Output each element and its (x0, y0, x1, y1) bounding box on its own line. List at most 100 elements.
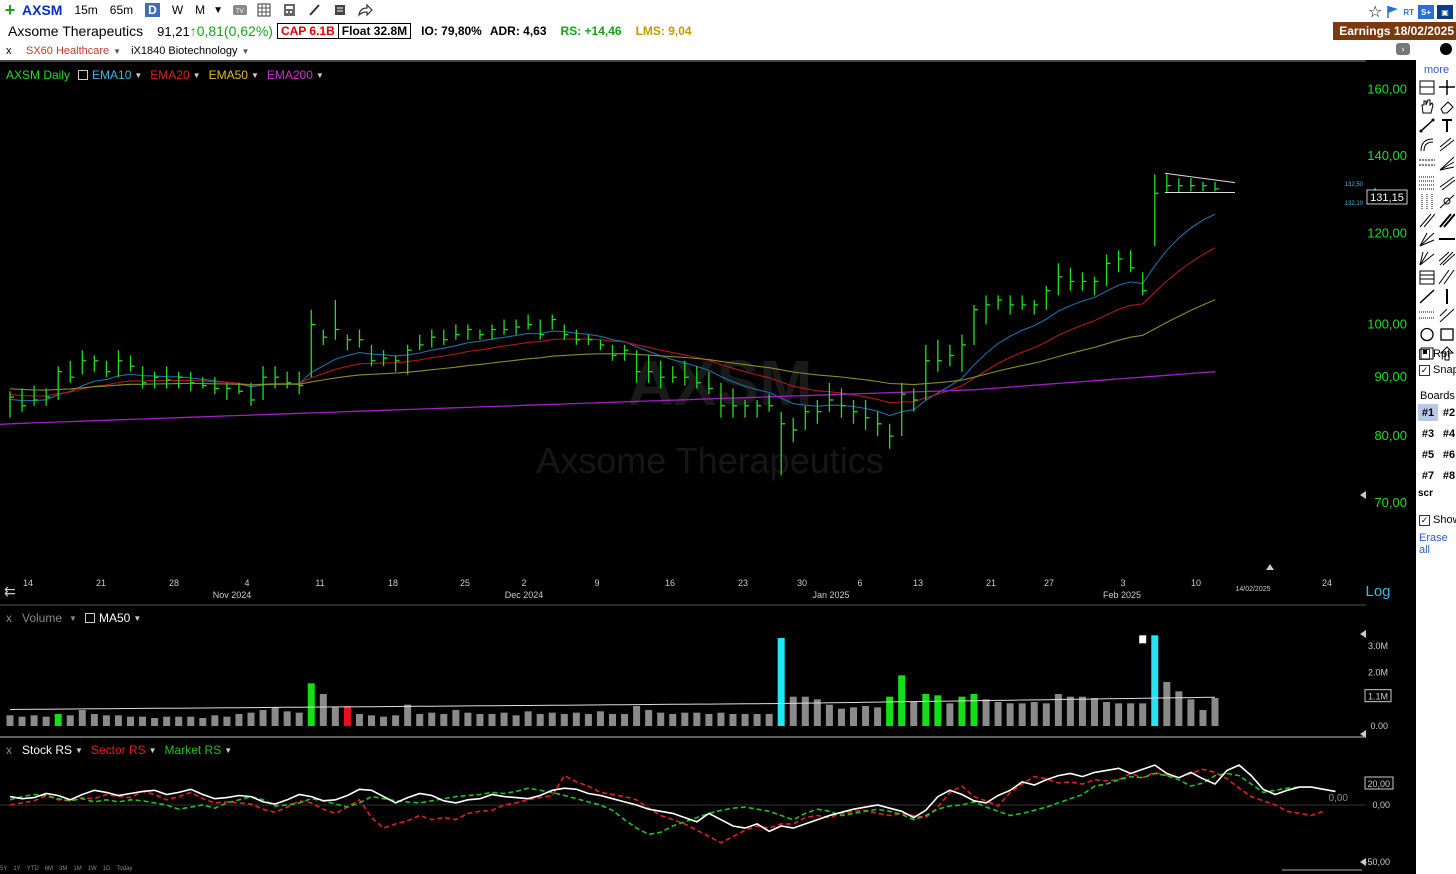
range-1d[interactable]: 1D (102, 866, 111, 872)
sector-dropdown-icon[interactable]: ▼ (113, 46, 122, 56)
rpt-checkbox[interactable] (1419, 348, 1430, 360)
notes-icon[interactable] (332, 3, 348, 17)
close-sector-icon[interactable]: x (6, 45, 12, 57)
calculator-icon[interactable] (282, 3, 298, 17)
trend-line-tool-icon[interactable] (1418, 288, 1436, 305)
volume-caret-icon[interactable]: ▼ (69, 613, 77, 623)
theme-icon[interactable] (1440, 43, 1452, 55)
board-3-button[interactable]: #3 (1421, 427, 1435, 440)
scr-button[interactable]: scr (1418, 488, 1434, 499)
tv-icon[interactable]: TV (232, 3, 248, 17)
add-symbol-icon[interactable]: + (4, 0, 16, 20)
table-tool-icon[interactable] (1418, 269, 1436, 286)
select-tool-icon[interactable] (1418, 79, 1436, 96)
show-option[interactable]: ✓Show (1419, 514, 1456, 526)
board-7-button[interactable]: #7 (1421, 469, 1435, 482)
board-5-button[interactable]: #5 (1421, 448, 1435, 461)
timeframe-monthly[interactable]: M (195, 3, 206, 17)
industry-dropdown-icon[interactable]: ▼ (241, 46, 250, 56)
range-1w[interactable]: 1W (87, 866, 97, 872)
stock-rs-label[interactable]: Stock RS (22, 743, 73, 757)
hline-single-tool-icon[interactable] (1438, 231, 1456, 248)
ema50-caret-icon[interactable]: ▼ (250, 70, 259, 80)
market-rs-label[interactable]: Market RS (164, 743, 222, 757)
snap-checkbox[interactable]: ✓ (1419, 364, 1430, 376)
range-5y[interactable]: 5Y (0, 866, 8, 872)
symbol-label[interactable]: AXSM (22, 2, 63, 18)
board-6-button[interactable]: #6 (1442, 448, 1456, 461)
line-tool-icon[interactable] (1418, 117, 1436, 134)
vertical-line-tool-icon[interactable] (1438, 288, 1456, 305)
rs-panel[interactable]: 20,00 0,00 -50,00 0,00 x Stock RS ▼ Sector R… (0, 738, 1416, 874)
timeframe-daily[interactable]: D (145, 3, 160, 17)
crosshair-tool-icon[interactable] (1438, 79, 1456, 96)
channel-tool-icon[interactable] (1438, 174, 1456, 191)
volume-chart-svg[interactable]: 3.0M 2.0M 1.1M 0.00 (0, 606, 1416, 738)
share-icon[interactable] (357, 3, 373, 17)
parallel-tool-icon[interactable] (1418, 212, 1436, 229)
earnings-badge[interactable]: Earnings 18/02/2025 (1333, 22, 1456, 40)
pitchfork-tool-icon[interactable] (1438, 193, 1456, 210)
timeframe-dropdown-icon[interactable]: ▼ (213, 4, 224, 16)
range-1y[interactable]: 1Y (13, 866, 21, 872)
board-2-button[interactable]: #2 (1442, 406, 1456, 419)
more-link[interactable]: more (1424, 64, 1450, 76)
pencil-icon[interactable] (307, 3, 323, 17)
diagonal-lines-tool-icon[interactable] (1438, 269, 1456, 286)
rectangle-tool-icon[interactable] (1438, 326, 1456, 343)
realtime-icon[interactable]: RT (1403, 7, 1414, 17)
splus-icon[interactable]: S+ (1418, 5, 1434, 19)
timeframe-15m[interactable]: 15m (74, 3, 98, 17)
dotted-lines-tool-icon[interactable] (1418, 307, 1436, 324)
volume-title[interactable]: Volume (22, 611, 63, 625)
erase-all-link[interactable]: Erase all (1419, 532, 1448, 556)
ma50-grid-icon[interactable] (84, 613, 95, 623)
ma50-caret-icon[interactable]: ▼ (133, 613, 142, 623)
range-6m[interactable]: 6M (44, 866, 54, 872)
hand-tool-icon[interactable] (1418, 98, 1436, 115)
price-chart-svg[interactable]: AXSM Axsome Therapeutics 160,00 140,00 120,0… (0, 60, 1416, 606)
industry-link[interactable]: iX1840 Biotechnology (131, 45, 238, 57)
circle-tool-icon[interactable] (1418, 326, 1436, 343)
range-3m[interactable]: 3M (59, 866, 68, 872)
rs-chart-svg[interactable]: 20,00 0,00 -50,00 0,00 (0, 738, 1416, 874)
ma50-label[interactable]: MA50 (98, 611, 131, 625)
range-ytd[interactable]: YTD (26, 866, 39, 872)
ema200-caret-icon[interactable]: ▼ (315, 70, 324, 80)
board-4-button[interactable]: #4 (1442, 427, 1456, 440)
fib-tool-icon[interactable] (1418, 174, 1436, 191)
eraser-tool-icon[interactable] (1438, 98, 1456, 115)
sector-rs-label[interactable]: Sector RS (90, 743, 146, 757)
sector-rs-caret-icon[interactable]: ▼ (148, 745, 157, 755)
ema50-label[interactable]: EMA50 (208, 68, 248, 82)
grid-icon[interactable] (257, 3, 273, 17)
arc-tool-icon[interactable] (1418, 136, 1436, 153)
snap-option[interactable]: ✓ Snap (1419, 364, 1456, 376)
hline-tool-icon[interactable] (1418, 155, 1436, 172)
board-8-button[interactable]: #8 (1442, 469, 1456, 482)
flag-icon[interactable] (1386, 5, 1400, 19)
parallel-lines-tool-icon[interactable] (1438, 212, 1456, 229)
ema20-label[interactable]: EMA20 (150, 68, 190, 82)
ema20-caret-icon[interactable]: ▼ (192, 70, 201, 80)
chart-title[interactable]: AXSM Daily (6, 68, 71, 82)
ray-tool-icon[interactable] (1438, 136, 1456, 153)
board-1-button[interactable]: #1 (1418, 404, 1438, 421)
ema200-label[interactable]: EMA200 (266, 68, 313, 82)
ema10-caret-icon[interactable]: ▼ (134, 70, 143, 80)
volume-close-icon[interactable]: x (6, 611, 12, 625)
range-1m[interactable]: 1M (73, 866, 82, 872)
star-icon[interactable]: ☆ (1367, 4, 1383, 21)
price-chart-panel[interactable]: AXSM Axsome Therapeutics 160,00 140,00 120,0… (0, 60, 1416, 606)
text-tool-icon[interactable] (1438, 117, 1456, 134)
rpt-option[interactable]: Rpt (1419, 348, 1450, 360)
gann-tool-icon[interactable] (1418, 231, 1436, 248)
multi-line-tool-icon[interactable] (1438, 250, 1456, 267)
timeframe-65m[interactable]: 65m (109, 3, 134, 17)
volume-panel[interactable]: 3.0M 2.0M 1.1M 0.00 x Volume ▼ MA50 ▼ (0, 606, 1416, 738)
bookmark-icon[interactable]: ▣ (1437, 5, 1453, 19)
sector-link[interactable]: SX60 Healthcare (26, 45, 110, 57)
speed-lines-tool-icon[interactable] (1418, 250, 1436, 267)
vline-tool-icon[interactable] (1418, 193, 1436, 210)
market-rs-caret-icon[interactable]: ▼ (224, 745, 233, 755)
